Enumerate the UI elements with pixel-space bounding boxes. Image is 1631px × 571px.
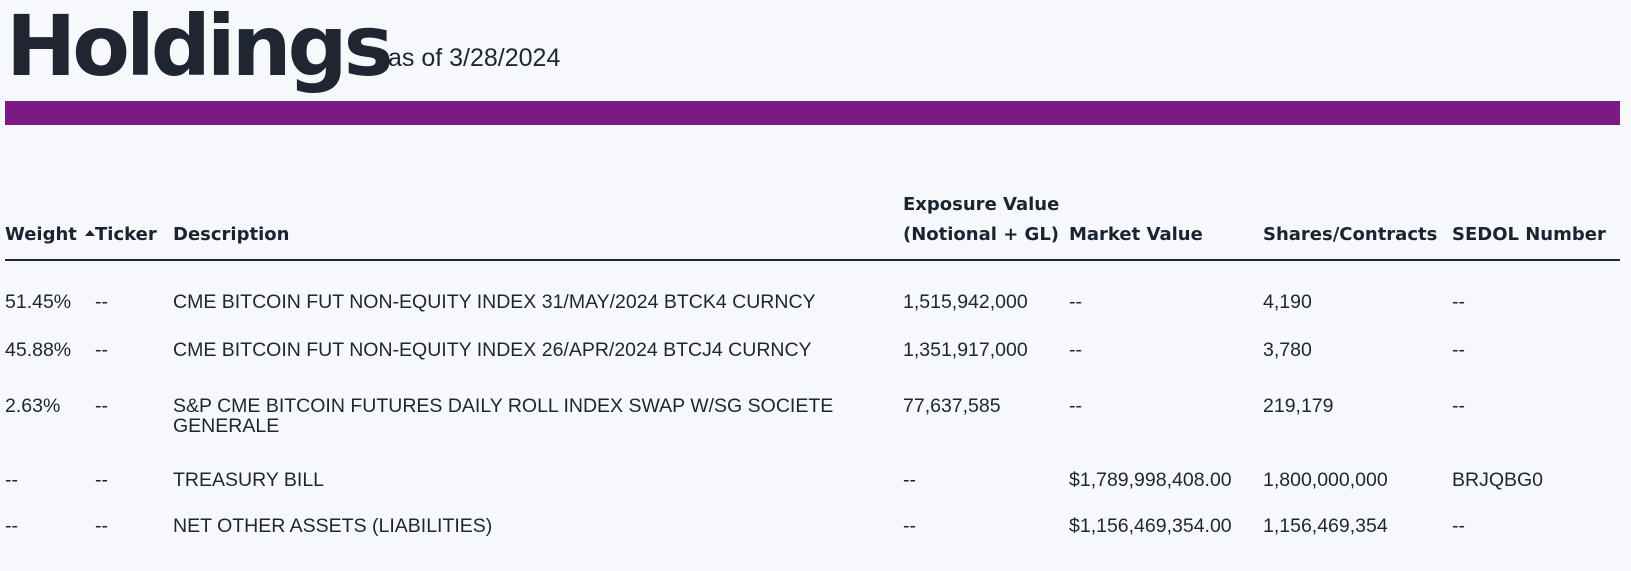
column-header-ticker[interactable]: Ticker	[95, 190, 173, 261]
column-header-sedol-label: SEDOL Number	[1452, 224, 1606, 245]
cell-ticker: --	[95, 515, 108, 537]
column-header-shares-label: Shares/Contracts	[1263, 224, 1438, 245]
column-header-shares[interactable]: Shares/Contracts	[1263, 190, 1452, 261]
cell-weight: --	[5, 515, 18, 537]
page-title-wrap: Holdings	[6, 0, 394, 95]
column-header-exposure-line1: Exposure Value	[903, 194, 1060, 215]
cell-weight: 51.45%	[5, 291, 72, 313]
cell-weight: 45.88%	[5, 339, 72, 361]
column-header-description[interactable]: Description	[173, 190, 903, 261]
column-header-weight-label: Weight	[5, 224, 77, 245]
column-header-exposure-line2: (Notional + GL)	[903, 224, 1060, 245]
table-header-row: Weight Ticker Description Exposure Value…	[5, 190, 1620, 261]
as-of-date: as of 3/28/2024	[388, 44, 561, 72]
cell-weight: --	[5, 469, 18, 491]
page-title: Holdings	[6, 0, 394, 95]
column-header-exposure[interactable]: Exposure Value (Notional + GL)	[903, 190, 1069, 261]
cell-ticker: --	[95, 469, 108, 491]
column-header-ticker-label: Ticker	[95, 224, 157, 245]
cell-ticker: --	[95, 291, 108, 313]
cell-sedol: --	[1452, 395, 1465, 417]
cell-weight: 2.63%	[5, 395, 61, 417]
cell-shares: 3,780	[1263, 339, 1312, 361]
column-header-market-value-label: Market Value	[1069, 224, 1203, 245]
cell-description: CME BITCOIN FUT NON-EQUITY INDEX 31/MAY/…	[173, 291, 816, 313]
table-row: 2.63% -- S&P CME BITCOIN FUTURES DAILY R…	[5, 372, 1620, 436]
cell-market-value: $1,789,998,408.00	[1069, 469, 1232, 491]
cell-description: NET OTHER ASSETS (LIABILITIES)	[173, 515, 493, 537]
cell-sedol: BRJQBG0	[1452, 469, 1544, 491]
cell-sedol: --	[1452, 291, 1465, 313]
table-row: 45.88% -- CME BITCOIN FUT NON-EQUITY IND…	[5, 316, 1620, 372]
column-header-sedol[interactable]: SEDOL Number	[1452, 190, 1620, 261]
cell-shares: 1,800,000,000	[1263, 469, 1388, 491]
table-row: -- -- TREASURY BILL -- $1,789,998,408.00…	[5, 436, 1620, 492]
cell-ticker: --	[95, 395, 108, 417]
cell-exposure: --	[903, 469, 916, 491]
cell-market-value: --	[1069, 339, 1082, 361]
cell-shares: 219,179	[1263, 395, 1334, 417]
cell-description: TREASURY BILL	[173, 469, 325, 491]
cell-market-value: --	[1069, 291, 1082, 313]
cell-sedol: --	[1452, 339, 1465, 361]
sort-ascending-icon[interactable]	[84, 230, 95, 236]
cell-ticker: --	[95, 339, 108, 361]
column-header-market-value[interactable]: Market Value	[1069, 190, 1263, 261]
cell-market-value: --	[1069, 395, 1082, 417]
holdings-table: Weight Ticker Description Exposure Value…	[5, 190, 1620, 548]
table-row: -- -- NET OTHER ASSETS (LIABILITIES) -- …	[5, 492, 1620, 548]
cell-sedol: --	[1452, 515, 1465, 537]
cell-shares: 1,156,469,354	[1263, 515, 1388, 537]
cell-exposure: --	[903, 515, 916, 537]
cell-description: CME BITCOIN FUT NON-EQUITY INDEX 26/APR/…	[173, 339, 812, 361]
cell-exposure: 77,637,585	[903, 395, 1001, 417]
column-header-description-label: Description	[173, 224, 290, 245]
table-row: 51.45% -- CME BITCOIN FUT NON-EQUITY IND…	[5, 260, 1620, 316]
cell-exposure: 1,351,917,000	[903, 339, 1028, 361]
cell-market-value: $1,156,469,354.00	[1069, 515, 1232, 537]
column-header-weight[interactable]: Weight	[5, 190, 95, 261]
cell-exposure: 1,515,942,000	[903, 291, 1028, 313]
accent-bar	[5, 101, 1620, 125]
cell-shares: 4,190	[1263, 291, 1312, 313]
cell-description: S&P CME BITCOIN FUTURES DAILY ROLL INDEX…	[173, 395, 834, 437]
